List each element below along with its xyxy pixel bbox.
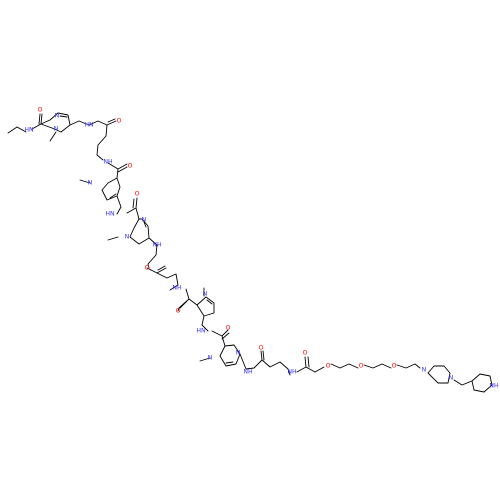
oxygen-atom-label: O: [326, 363, 331, 370]
nitrogen-atom-label: NH: [103, 159, 113, 166]
linker-bond: [69, 120, 108, 126]
bond-layer: [7, 112, 493, 393]
linker-bond: [239, 350, 265, 370]
piperazine-ring: [427, 365, 451, 384]
carbonyl-double-bond: [146, 265, 167, 274]
oxygen-atom-label: O: [359, 363, 364, 370]
oxygen-atom-label: O: [117, 118, 122, 125]
oxygen-atom-label: O: [38, 107, 43, 114]
imidazole-double-bond: [225, 361, 234, 364]
imidazole-ring: [219, 344, 241, 367]
oxygen-atom-label: O: [145, 265, 150, 272]
carboxamide-bond: [107, 162, 128, 179]
alkyl-chain: [261, 359, 291, 376]
carboxamide-bond: [177, 288, 198, 312]
n-methyl-bond: [107, 236, 119, 241]
alkyl-chain: [96, 124, 108, 161]
nitrogen-atom-label: NH: [489, 383, 499, 390]
nitrogen-atom-label: HN: [84, 122, 94, 129]
imidazole-double-bond: [143, 221, 147, 228]
oxygen-atom-label: O: [128, 163, 133, 170]
peg-chain: [314, 363, 421, 373]
nitrogen-atom-label: N: [142, 217, 147, 224]
piperidine-ring: [471, 373, 493, 393]
carboxamide-bond: [126, 197, 140, 220]
oxygen-atom-label: O: [303, 350, 308, 357]
methylene-bond: [453, 379, 473, 386]
nitrogen-atom-label: N: [54, 126, 59, 133]
nitrogen-atom-label: NH: [172, 285, 182, 292]
carbonyl-double-bond: [106, 118, 117, 126]
imidazole-double-bond: [59, 115, 68, 118]
nitrogen-atom-label: N: [55, 113, 60, 120]
nitrogen-atom-label: N: [203, 291, 208, 298]
n-methyl-bond: [79, 179, 91, 184]
carboxamide-bond: [211, 329, 230, 347]
nitrogen-atom-label: N: [88, 180, 93, 187]
oxygen-atom-label: O: [226, 325, 231, 332]
linker-bond: [147, 237, 158, 269]
amine-link-bond: [201, 315, 209, 332]
nitrogen-atom-label: N: [208, 355, 213, 362]
nitrogen-atom-label: N: [449, 375, 454, 382]
nitrogen-atom-label: N: [125, 234, 130, 241]
oxygen-atom-label: O: [135, 191, 140, 198]
oxygen-atom-label: O: [176, 308, 181, 315]
nitrogen-atom-label: NH: [152, 242, 162, 249]
imidazole-ring: [129, 218, 150, 245]
pyrrole-double-bond: [109, 193, 117, 199]
oxygen-atom-label: O: [392, 363, 397, 370]
amine-link-bond: [116, 195, 122, 215]
ethyl-bond: [7, 126, 27, 134]
nitrogen-atom-label: NH: [287, 369, 297, 376]
pyrrole-double-bond: [206, 299, 213, 305]
nitrogen-atom-label: NH: [243, 369, 253, 376]
amide-bond: [296, 356, 316, 373]
n-methyl-bond: [49, 131, 57, 142]
pyrrole-ring: [101, 177, 121, 201]
imidazole-ring: [40, 112, 71, 133]
nitrogen-atom-label: HN: [196, 328, 206, 335]
oxygen-atom-label: O: [259, 345, 264, 352]
nitrogen-atom-label: HN: [105, 211, 115, 218]
carbonyl-double-bond: [38, 113, 41, 125]
pyrrole-ring: [196, 296, 215, 317]
alkyl-chain: [156, 272, 179, 291]
n-methyl-bond: [199, 357, 211, 362]
nitrogen-atom-label: N: [422, 367, 427, 374]
nitrogen-atom-label: N: [236, 350, 241, 357]
nitrogen-atom-label: HN: [24, 127, 34, 134]
